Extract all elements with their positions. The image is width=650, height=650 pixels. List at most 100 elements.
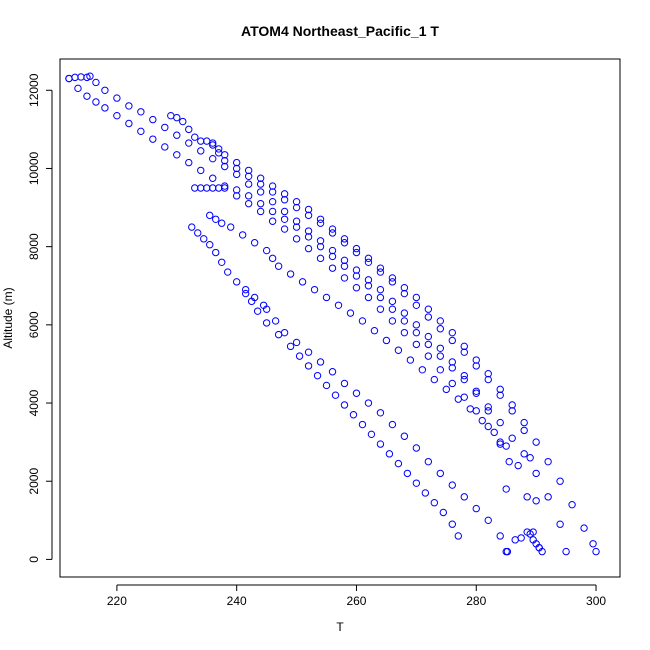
data-point — [101, 104, 109, 112]
data-point — [280, 196, 289, 204]
data-point — [224, 268, 232, 276]
y-axis-label: Altitude (m) — [1, 287, 15, 348]
data-point — [526, 454, 534, 462]
data-point — [514, 461, 522, 470]
data-point — [388, 420, 397, 429]
x-axis-label: T — [336, 620, 344, 634]
data-point — [439, 508, 448, 517]
data-point — [280, 190, 289, 198]
data-point — [376, 409, 385, 417]
data-point — [316, 237, 325, 245]
data-point — [149, 135, 157, 143]
data-point — [304, 211, 313, 220]
data-point — [436, 352, 445, 360]
data-point — [167, 111, 175, 120]
data-point — [188, 223, 196, 231]
data-point — [589, 540, 597, 548]
data-point — [310, 285, 319, 294]
data-point — [454, 395, 462, 403]
data-point — [523, 493, 531, 501]
data-point — [424, 305, 433, 313]
data-point — [262, 246, 271, 255]
data-point — [218, 258, 226, 266]
data-point — [256, 174, 265, 182]
data-point — [484, 403, 492, 411]
data-point — [454, 532, 462, 540]
data-point — [580, 524, 588, 532]
data-point — [340, 401, 349, 409]
data-point — [304, 233, 313, 241]
data-point — [364, 282, 373, 290]
data-point — [334, 301, 343, 309]
data-point — [215, 145, 223, 153]
data-point — [256, 180, 265, 188]
data-point — [194, 229, 202, 237]
data-point — [364, 399, 373, 407]
data-point — [412, 444, 421, 452]
data-point — [472, 389, 480, 397]
data-point — [280, 207, 289, 216]
data-point — [448, 328, 456, 337]
data-point — [364, 258, 373, 266]
data-point — [218, 219, 226, 227]
series-7 — [188, 223, 510, 556]
data-point — [478, 416, 486, 425]
series-8 — [241, 289, 462, 540]
data-point — [376, 268, 385, 276]
data-point — [298, 278, 307, 286]
data-point — [137, 127, 145, 136]
data-point — [221, 156, 229, 165]
data-point — [304, 205, 313, 214]
data-point — [173, 151, 181, 159]
data-point — [280, 225, 289, 233]
x-axis: 220 240 260 280 300 — [107, 584, 606, 608]
x-tick-label: 300 — [586, 594, 606, 608]
data-point — [268, 254, 277, 263]
data-point — [484, 370, 492, 378]
data-point — [253, 307, 262, 315]
data-point — [197, 137, 205, 145]
x-tick-label: 260 — [346, 594, 366, 608]
data-point — [412, 293, 421, 302]
data-point — [460, 375, 468, 384]
data-point — [364, 254, 373, 263]
data-point — [412, 479, 421, 487]
data-point — [352, 272, 361, 280]
data-point — [244, 166, 253, 175]
data-point — [340, 256, 349, 265]
data-point — [496, 391, 504, 399]
data-point — [185, 139, 193, 147]
data-point — [83, 92, 91, 100]
data-point — [448, 520, 456, 528]
data-point — [388, 305, 397, 313]
data-point — [328, 264, 337, 272]
data-point — [460, 371, 468, 380]
data-point — [472, 387, 480, 395]
data-point — [328, 252, 337, 261]
data-point — [256, 188, 265, 196]
data-point — [295, 352, 304, 360]
data-point — [556, 477, 564, 485]
y-tick-label: 0 — [27, 556, 41, 563]
data-point — [274, 330, 283, 339]
data-point — [212, 215, 220, 223]
data-point — [400, 309, 409, 317]
data-point — [268, 188, 277, 196]
data-point — [197, 184, 205, 192]
data-point — [256, 207, 265, 216]
data-point — [352, 248, 361, 257]
data-point — [232, 158, 241, 167]
data-point — [268, 217, 277, 225]
data-point — [206, 241, 214, 249]
data-point — [394, 459, 403, 468]
data-point — [65, 74, 73, 83]
data-point — [349, 411, 358, 419]
data-point — [340, 274, 349, 282]
data-point — [209, 139, 217, 147]
y-tick-label: 6000 — [27, 311, 41, 338]
data-point — [430, 499, 439, 507]
data-point — [508, 401, 516, 409]
data-point — [125, 119, 133, 128]
